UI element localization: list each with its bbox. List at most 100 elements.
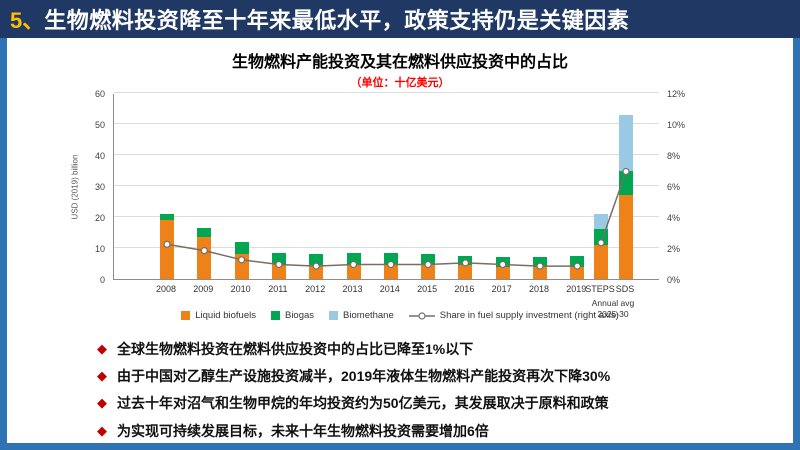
left-axis-tick: 0 [99, 275, 105, 285]
left-axis-tick: 40 [94, 151, 105, 161]
liquid-biofuels-swatch-icon [181, 311, 191, 320]
x-axis-label: SDS [615, 284, 635, 294]
right-axis-tick: 0% [667, 275, 681, 285]
legend-item-biogas: Biogas [270, 310, 315, 321]
bar-segment [383, 265, 398, 279]
bullet-text: 全球生物燃料投资在燃料供应投资中的占比已降至1%以下 [117, 341, 474, 357]
x-axis-label: 2017 [491, 284, 512, 294]
bullet-list: ◆ 全球生物燃料投资在燃料供应投资中的占比已降至1%以下 ◆ 由于中国对乙醇生产… [97, 340, 769, 449]
x-axis-label: 2018 [528, 284, 550, 294]
right-axis-tick: 10% [667, 120, 686, 130]
bar-segment [570, 255, 585, 267]
gridline [114, 123, 659, 124]
right-axis-ticks: 0% 2% 4% 6% 8% 10% 12% [663, 89, 699, 285]
legend-item-share-line: Share in fuel supply investment (right a… [408, 310, 619, 321]
x-axis-label: STEPS [585, 284, 615, 294]
legend-label: Biomethane [343, 310, 394, 321]
slide-content: 生物燃料产能投资及其在燃料供应投资中的占比 （单位：十亿美元） USD (201… [7, 38, 793, 443]
bullet-item: ◆ 为实现可持续发展目标，未来十年生物燃料投资需要增加6倍 [97, 422, 769, 440]
bar-segment [234, 241, 249, 255]
bar-segment [160, 213, 174, 221]
bar-segment [421, 254, 436, 266]
x-axis-label: 2010 [230, 284, 251, 294]
x-axis-label: 2012 [305, 284, 326, 294]
bar-segment [197, 237, 212, 279]
legend-label: Share in fuel supply investment (right a… [439, 310, 619, 321]
bar-segment [309, 254, 324, 266]
bullet-text: 过去十年对沼气和生物甲烷的年均投资约为50亿美元，其发展取决于原料和政策 [117, 395, 609, 412]
legend-label: Liquid biofuels [195, 310, 256, 321]
bar-segment [346, 265, 361, 279]
diamond-bullet-icon: ◆ [97, 368, 107, 384]
bar-segment [594, 244, 608, 279]
right-axis-tick: 12% [667, 89, 686, 99]
bar-segment [271, 263, 286, 279]
right-axis-tick: 6% [667, 182, 681, 192]
left-axis-tick: 30 [94, 182, 105, 192]
bar-segment [458, 265, 473, 279]
bullet-item: ◆ 过去十年对沼气和生物甲烷的年均投资约为50亿美元，其发展取决于原料和政策 [97, 394, 769, 412]
bar-segment [594, 213, 608, 230]
x-axis-label: 2013 [342, 284, 363, 294]
x-axis-labels: 2008 2009 2010 2011 2012 2013 2014 2015 2016 2017… [113, 284, 659, 298]
x-axis-label: 2008 [155, 284, 177, 294]
left-axis-tick: 60 [94, 89, 105, 99]
bullet-item: ◆ 全球生物燃料投资在燃料供应投资中的占比已降至1%以下 [97, 340, 769, 358]
x-axis-label: 2016 [454, 284, 475, 294]
scenario-note-line2: 2025-30 [597, 309, 629, 320]
bar-segment [533, 266, 547, 279]
biogas-swatch-icon [270, 311, 280, 320]
x-axis-label: 2009 [193, 284, 214, 294]
gridline [114, 247, 659, 248]
gridline [114, 154, 659, 155]
slide-title: 生物燃料投资降至十年来最低水平，政策支持仍是关键因素 [44, 8, 630, 33]
x-axis-label: 2015 [417, 284, 438, 294]
share-line [163, 167, 630, 270]
diamond-bullet-icon: ◆ [97, 395, 107, 411]
bar-segment [160, 220, 174, 279]
right-axis-tick: 8% [667, 151, 681, 161]
bullet-text: 由于中国对乙醇生产设施投资减半，2019年液体生物燃料产能投资再次下降30% [117, 368, 611, 385]
chart-subtitle: （单位：十亿美元） [350, 77, 450, 89]
bar-segment [271, 252, 286, 264]
diamond-bullet-icon: ◆ [97, 422, 107, 438]
bar-segment [570, 266, 585, 279]
bar-segment [619, 195, 633, 279]
legend-label: Biogas [284, 310, 315, 321]
biomethane-swatch-icon [329, 311, 339, 320]
bullet-item: ◆ 由于中国对乙醇生产设施投资减半，2019年液体生物燃料产能投资再次下降30% [97, 367, 769, 385]
gridline [114, 92, 659, 93]
plot-area [113, 92, 659, 280]
bar-segment [533, 257, 547, 267]
bar-segment [197, 227, 212, 238]
legend-item-liquid-biofuels: Liquid biofuels [181, 310, 256, 321]
bar-segment [383, 252, 398, 266]
scenario-note-line1: Annual avg [591, 298, 635, 308]
left-axis-tick: 10 [94, 244, 105, 254]
bar-segment [346, 252, 361, 266]
bar-segment [309, 265, 324, 279]
bar-segment [421, 265, 436, 279]
bar-chart: USD (2019) billion 0 10 20 30 40 50 60 0% 2% 4% 6… [71, 89, 723, 344]
chart-legend: Liquid biofuels Biogas Biomethane Share … [7, 310, 793, 321]
right-axis-tick: 4% [667, 213, 681, 223]
bar-segment [619, 114, 633, 171]
legend-item-biomethane: Biomethane [329, 310, 394, 321]
chart-title: 生物燃料产能投资及其在燃料供应投资中的占比 [231, 54, 568, 71]
slide-header: 5、 生物燃料投资降至十年来最低水平，政策支持仍是关键因素 [0, 0, 800, 38]
x-axis-label: 2014 [379, 284, 400, 294]
gridline [114, 216, 659, 217]
share-line-legend-icon [408, 311, 435, 321]
y-axis-label: USD (2019) billion [70, 154, 80, 220]
x-axis-label: 2011 [268, 284, 288, 294]
left-axis-ticks: 0 10 20 30 40 50 60 [83, 89, 109, 285]
right-axis-tick: 2% [667, 244, 681, 254]
gridline [114, 185, 659, 186]
bar-segment [619, 170, 633, 196]
bullet-text: 为实现可持续发展目标，未来十年生物燃料投资需要增加6倍 [117, 422, 489, 439]
slide-number: 5、 [10, 8, 45, 33]
x-axis-label: 2019 [566, 284, 587, 294]
left-axis-tick: 50 [94, 120, 105, 130]
diamond-bullet-icon: ◆ [97, 341, 107, 356]
